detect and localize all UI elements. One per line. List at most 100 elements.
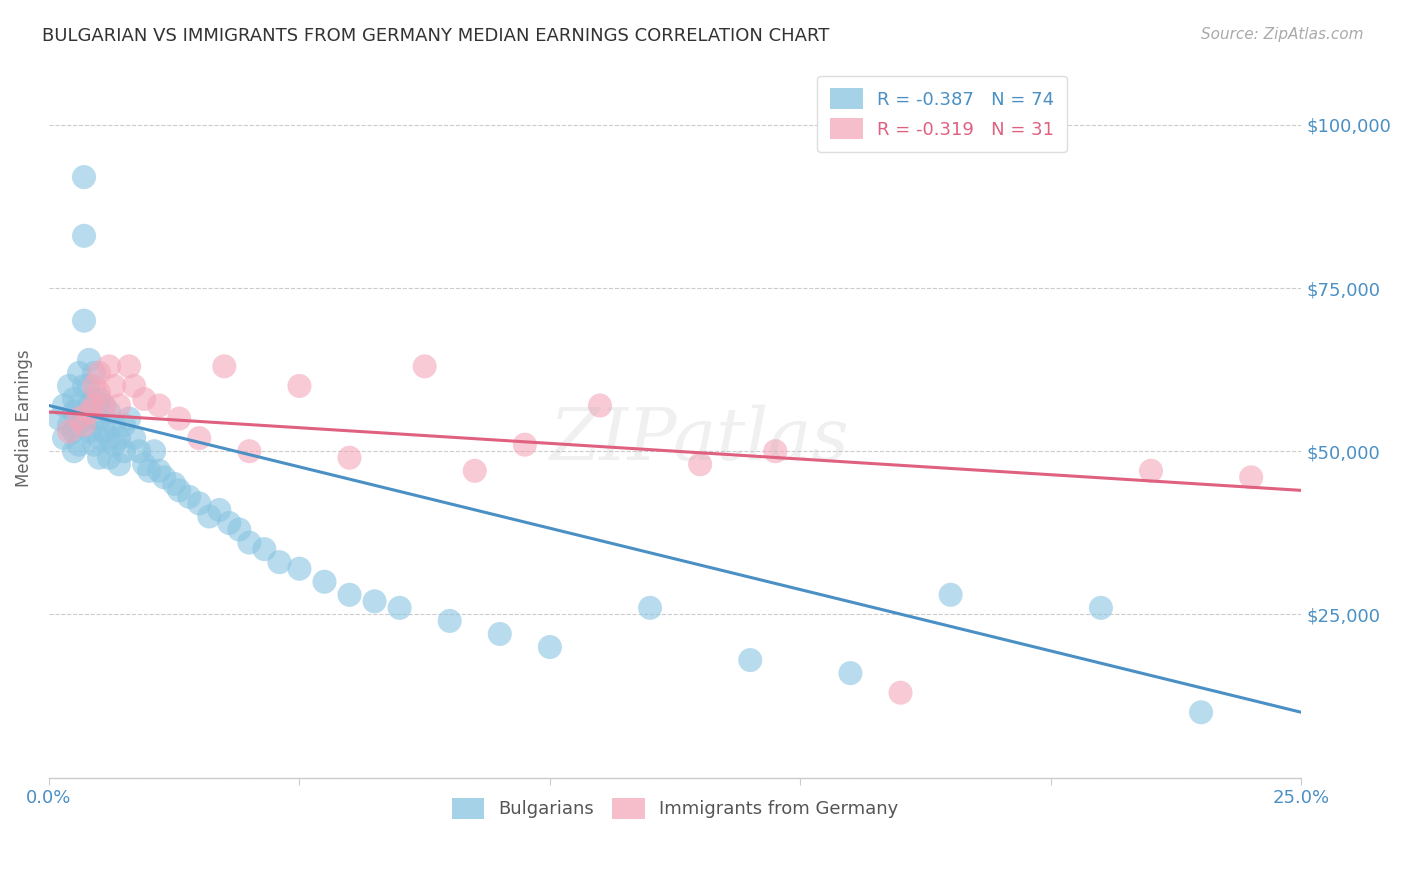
Point [269, 555, 291, 569]
Point [98, 359, 121, 374]
Point [58, 418, 80, 433]
Point [179, 490, 201, 504]
Point [134, 392, 156, 406]
Point [108, 431, 131, 445]
Point [73, 379, 96, 393]
Point [122, 431, 145, 445]
Point [83, 366, 105, 380]
Point [73, 418, 96, 433]
Point [122, 379, 145, 393]
Point [77, 425, 100, 439]
Point [87, 431, 110, 445]
Point [63, 392, 86, 406]
Point [208, 503, 231, 517]
Point [67, 366, 90, 380]
Point [63, 425, 86, 439]
Point [73, 411, 96, 425]
Point [218, 516, 240, 530]
Point [67, 438, 90, 452]
Point [238, 444, 260, 458]
Point [314, 574, 336, 589]
Point [1240, 470, 1263, 484]
Point [112, 444, 135, 458]
Point [103, 379, 125, 393]
Point [87, 392, 110, 406]
Point [253, 542, 276, 557]
Point [73, 228, 96, 243]
Point [214, 359, 236, 374]
Point [53, 431, 76, 445]
Point [87, 385, 110, 400]
Point [488, 627, 510, 641]
Point [53, 399, 76, 413]
Point [238, 535, 260, 549]
Point [128, 444, 150, 458]
Point [538, 640, 561, 654]
Point [143, 444, 166, 458]
Point [889, 686, 911, 700]
Point [148, 399, 170, 413]
Point [83, 392, 105, 406]
Point [763, 444, 786, 458]
Point [413, 359, 436, 374]
Point [118, 411, 141, 425]
Point [839, 666, 862, 681]
Point [388, 600, 411, 615]
Point [148, 464, 170, 478]
Point [167, 411, 190, 425]
Point [67, 411, 90, 425]
Point [288, 379, 311, 393]
Text: ZIPatlas: ZIPatlas [550, 405, 851, 475]
Legend: Bulgarians, Immigrants from Germany: Bulgarians, Immigrants from Germany [444, 790, 905, 826]
Point [134, 457, 156, 471]
Point [98, 450, 121, 465]
Point [93, 425, 115, 439]
Point [58, 425, 80, 439]
Point [112, 418, 135, 433]
Point [464, 464, 486, 478]
Point [77, 352, 100, 367]
Point [73, 170, 96, 185]
Point [1189, 706, 1212, 720]
Text: Source: ZipAtlas.com: Source: ZipAtlas.com [1201, 27, 1364, 42]
Point [58, 379, 80, 393]
Y-axis label: Median Earnings: Median Earnings [15, 350, 32, 487]
Point [83, 399, 105, 413]
Point [73, 314, 96, 328]
Point [198, 509, 221, 524]
Point [93, 399, 115, 413]
Point [63, 444, 86, 458]
Point [638, 600, 661, 615]
Point [339, 450, 361, 465]
Point [689, 457, 711, 471]
Point [77, 379, 100, 393]
Point [167, 483, 190, 498]
Point [118, 359, 141, 374]
Point [67, 418, 90, 433]
Point [138, 464, 160, 478]
Point [67, 399, 90, 413]
Point [288, 562, 311, 576]
Point [363, 594, 385, 608]
Point [87, 366, 110, 380]
Point [103, 418, 125, 433]
Point [153, 470, 176, 484]
Point [83, 438, 105, 452]
Point [339, 588, 361, 602]
Point [83, 379, 105, 393]
Point [163, 476, 186, 491]
Point [108, 457, 131, 471]
Point [188, 496, 211, 510]
Point [63, 405, 86, 419]
Point [87, 450, 110, 465]
Point [513, 438, 536, 452]
Point [98, 431, 121, 445]
Point [77, 405, 100, 419]
Text: BULGARIAN VS IMMIGRANTS FROM GERMANY MEDIAN EARNINGS CORRELATION CHART: BULGARIAN VS IMMIGRANTS FROM GERMANY MED… [42, 27, 830, 45]
Point [93, 399, 115, 413]
Point [103, 438, 125, 452]
Point [87, 411, 110, 425]
Point [589, 399, 612, 413]
Point [98, 405, 121, 419]
Point [1140, 464, 1163, 478]
